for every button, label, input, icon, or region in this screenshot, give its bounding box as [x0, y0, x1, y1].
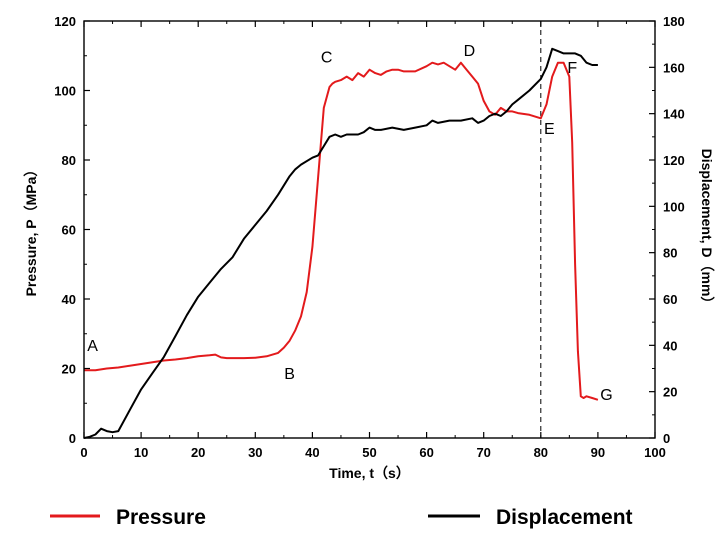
y-right-tick-label: 100 [663, 199, 685, 214]
y-right-tick-label: 180 [663, 14, 685, 29]
y-right-tick-label: 0 [663, 431, 670, 446]
point-label-f: F [567, 60, 577, 77]
y-left-tick-label: 20 [62, 362, 76, 377]
x-tick-label: 90 [591, 445, 605, 460]
y-left-tick-label: 60 [62, 223, 76, 238]
point-annotations: A B C D E F G [87, 43, 612, 404]
y-left-tick-label: 0 [69, 431, 76, 446]
y-left-tick-label: 100 [54, 84, 76, 99]
plot-area [83, 21, 599, 439]
y-right-tick-label: 80 [663, 246, 677, 261]
legend-label-pressure: Pressure [116, 506, 206, 529]
y-axis-left-label: Pressure, P（MPa） [23, 163, 39, 297]
y-left-tick-label: 120 [54, 14, 76, 29]
x-tick-label: 50 [362, 445, 376, 460]
legend: Pressure Displacement [50, 506, 633, 529]
legend-label-displacement: Displacement [496, 506, 633, 529]
series-line-displacement [83, 47, 598, 439]
y-right-tick-label: 120 [663, 153, 685, 168]
y-right-tick-label: 60 [663, 292, 677, 307]
series-line-pressure [84, 61, 599, 401]
y-right-tick-label: 160 [663, 60, 685, 75]
point-label-c: C [321, 50, 333, 67]
x-tick-label: 70 [476, 445, 490, 460]
x-tick-label: 20 [191, 445, 205, 460]
x-tick-label: 10 [134, 445, 148, 460]
x-tick-label: 60 [419, 445, 433, 460]
y-left-tick-label: 80 [62, 153, 76, 168]
y-right-tick-label: 140 [663, 107, 685, 122]
x-tick-label: 0 [80, 445, 87, 460]
point-label-b: B [284, 366, 295, 383]
point-label-e: E [544, 121, 555, 138]
x-tick-label: 30 [248, 445, 262, 460]
x-tick-label: 40 [305, 445, 319, 460]
y-left-tick-label: 40 [62, 292, 76, 307]
point-label-a: A [87, 338, 98, 355]
x-tick-label: 100 [644, 445, 666, 460]
x-axis-label: Time, t（s） [329, 465, 410, 481]
x-tick-label: 80 [534, 445, 548, 460]
point-label-d: D [464, 43, 476, 60]
y-right-tick-label: 20 [663, 385, 677, 400]
y-right-tick-label: 40 [663, 338, 677, 353]
point-label-g: G [600, 387, 612, 404]
y-axis-right-label: Displacement, D（mm） [699, 149, 715, 311]
axes: 0 10 20 30 40 50 60 70 80 90 100020406080100120020… [54, 14, 684, 460]
